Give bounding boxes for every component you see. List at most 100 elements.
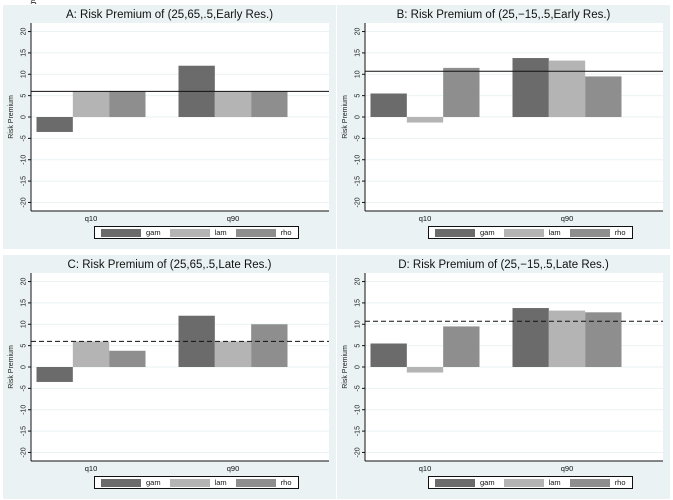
legend-item-lam: lam xyxy=(169,228,227,237)
legend: gam lam rho xyxy=(428,476,633,489)
legend-label: rho xyxy=(280,478,292,487)
legend-label: lam xyxy=(214,478,227,487)
legend-item-rho: rho xyxy=(235,228,292,237)
y-tick-label: -15 xyxy=(21,426,28,436)
x-tick-label: q90 xyxy=(227,464,240,473)
y-tick-label: 15 xyxy=(21,49,28,57)
y-tick-label: -20 xyxy=(355,447,362,457)
x-tick-label: q10 xyxy=(85,214,98,223)
bar-rho-q90 xyxy=(251,324,288,367)
panel-c: C: Risk Premium of (25,65,.5,Late Res.) … xyxy=(3,255,336,499)
legend-item-rho: rho xyxy=(235,478,292,487)
y-axis-title: Risk Premium xyxy=(342,345,349,389)
bar-lam-q90 xyxy=(214,91,252,117)
legend-item-gam: gam xyxy=(101,478,161,487)
legend: gam lam rho xyxy=(428,226,633,239)
legend-swatch xyxy=(435,478,475,487)
bar-lam-q10 xyxy=(406,117,444,123)
legend-swatch xyxy=(503,478,544,487)
legend-swatch xyxy=(235,228,276,237)
legend-swatch xyxy=(569,478,610,487)
bar-rho-q90 xyxy=(251,91,288,117)
y-tick-label: -10 xyxy=(355,405,362,415)
x-tick-label: q10 xyxy=(85,464,98,473)
legend-item-lam: lam xyxy=(503,228,561,237)
y-tick-label: 15 xyxy=(21,299,28,307)
legend-swatch xyxy=(503,228,544,237)
legend-item-gam: gam xyxy=(435,228,495,237)
y-tick-label: -20 xyxy=(21,447,28,457)
legend: gam lam rho xyxy=(94,226,299,239)
legend-label: gam xyxy=(480,478,495,487)
y-tick-label: -5 xyxy=(355,385,362,391)
y-tick-label: 5 xyxy=(355,94,362,98)
y-tick-label: 5 xyxy=(355,344,362,348)
y-axis-title: Risk Premium xyxy=(8,345,15,389)
legend-swatch xyxy=(101,228,141,237)
y-tick-label: 20 xyxy=(355,28,362,36)
legend-swatch xyxy=(435,228,475,237)
bar-gam-q90 xyxy=(512,308,549,367)
chart-title: C: Risk Premium of (25,65,.5,Late Res.) xyxy=(67,259,272,271)
y-tick-label: 10 xyxy=(21,320,28,328)
bar-lam-q10 xyxy=(72,91,110,117)
legend-label: gam xyxy=(480,228,495,237)
x-tick-label: q90 xyxy=(227,214,240,223)
chart-svg: -20 -15 -10 -5 0 5 10 15 20 Risk Premium q10 q90 xyxy=(8,273,329,473)
y-tick-label: 10 xyxy=(355,70,362,78)
chart-svg: -20 -15 -10 -5 0 5 10 15 20 Risk Premium q10 q90 xyxy=(342,23,663,223)
bar-rho-q10 xyxy=(109,350,146,367)
y-tick-label: -5 xyxy=(21,135,28,141)
y-tick-label: 0 xyxy=(21,365,28,369)
x-tick-label: q90 xyxy=(561,214,574,223)
legend-swatch xyxy=(569,228,610,237)
y-tick-label: -10 xyxy=(21,155,28,165)
y-tick-label: 0 xyxy=(21,115,28,119)
legend-item-lam: lam xyxy=(503,478,561,487)
panel-b: B: Risk Premium of (25,−15,.5,Early Res.… xyxy=(337,5,670,249)
bar-rho-q90 xyxy=(585,312,622,367)
bar-gam-q10 xyxy=(36,117,73,132)
legend-label: rho xyxy=(280,228,292,237)
legend: gam lam rho xyxy=(94,476,299,489)
legend-item-lam: lam xyxy=(169,478,227,487)
y-tick-label: -20 xyxy=(355,197,362,207)
bar-lam-q90 xyxy=(548,60,586,117)
bar-lam-q90 xyxy=(548,310,586,367)
panel-d: D: Risk Premium of (25,−15,.5,Late Res.)… xyxy=(337,255,670,499)
y-axis-title: Risk Premium xyxy=(8,95,15,139)
chart-title: D: Risk Premium of (25,−15,.5,Late Res.) xyxy=(398,259,609,271)
y-tick-label: -15 xyxy=(355,176,362,186)
bar-rho-q10 xyxy=(443,67,480,117)
y-axis-title: Risk Premium xyxy=(342,95,349,139)
bar-gam-q10 xyxy=(370,343,407,367)
bar-rho-q10 xyxy=(443,326,480,367)
legend-swatch xyxy=(169,478,210,487)
legend-swatch xyxy=(169,228,210,237)
legend-label: gam xyxy=(146,228,161,237)
y-tick-label: 10 xyxy=(355,320,362,328)
y-tick-label: -5 xyxy=(355,135,362,141)
panel-a: A: Risk Premium of (25,65,.5,Early Res.)… xyxy=(3,5,336,249)
legend-label: lam xyxy=(548,228,561,237)
legend-item-rho: rho xyxy=(569,228,626,237)
bar-gam-q90 xyxy=(512,58,549,117)
y-tick-label: 5 xyxy=(21,344,28,348)
legend-label: rho xyxy=(614,228,626,237)
legend-label: rho xyxy=(614,478,626,487)
legend-item-gam: gam xyxy=(101,228,161,237)
bar-lam-q10 xyxy=(406,367,444,373)
chart-svg: -20 -15 -10 -5 0 5 10 15 20 Risk Premium q10 q90 xyxy=(342,273,663,473)
bar-lam-q10 xyxy=(72,341,110,367)
y-tick-label: 15 xyxy=(355,299,362,307)
chart-svg: -20 -15 -10 -5 0 5 10 15 20 Risk Premium q10 q90 xyxy=(8,23,329,223)
y-tick-label: 5 xyxy=(21,94,28,98)
bar-rho-q90 xyxy=(585,76,622,117)
bar-rho-q10 xyxy=(109,91,146,117)
legend-item-rho: rho xyxy=(569,478,626,487)
bar-gam-q10 xyxy=(36,367,73,382)
legend-label: lam xyxy=(214,228,227,237)
y-tick-label: 15 xyxy=(355,49,362,57)
y-tick-label: 0 xyxy=(355,365,362,369)
y-tick-label: -15 xyxy=(21,176,28,186)
